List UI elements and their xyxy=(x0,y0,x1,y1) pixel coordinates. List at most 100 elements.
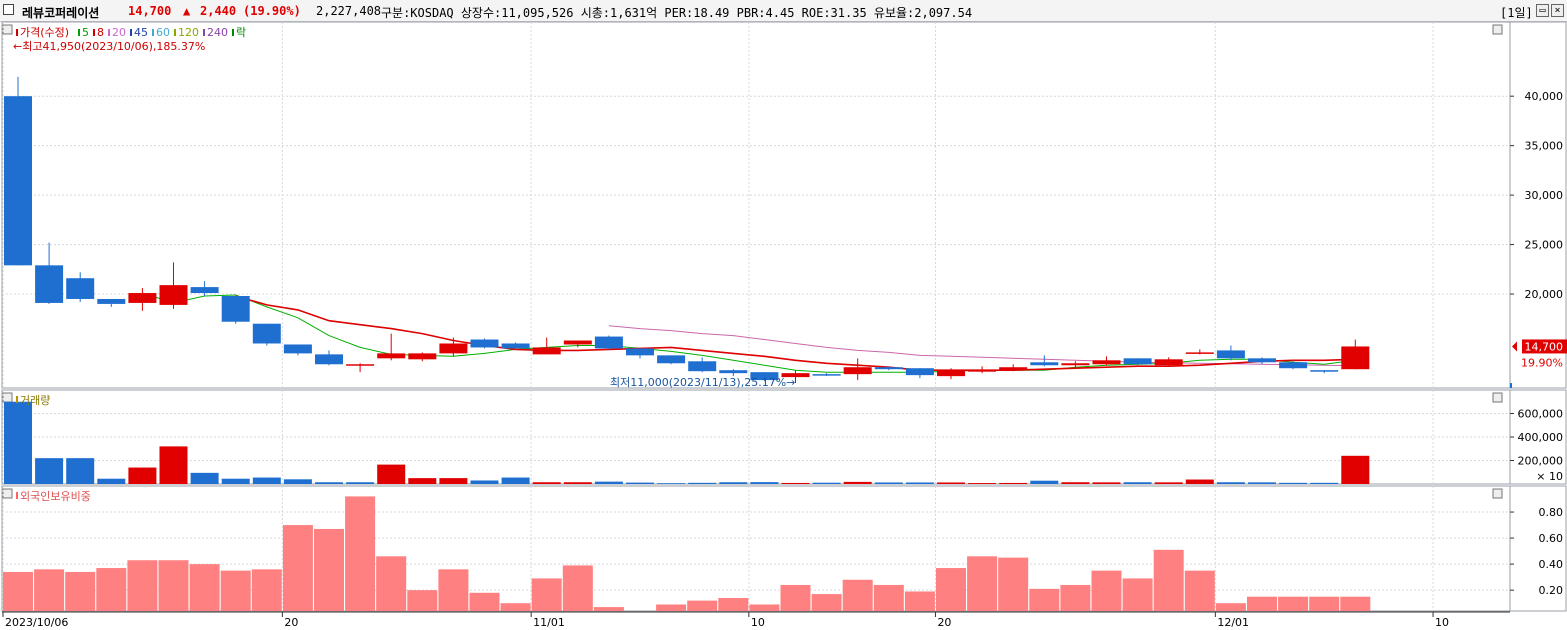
candle-body xyxy=(1154,359,1183,366)
x-axis: 2023/10/06 20 11/01 10 20 12/01 10 xyxy=(2,611,1510,629)
x-tick-label: 11/01 xyxy=(533,616,565,629)
volume-panel-menu-icon xyxy=(1492,392,1503,403)
foreign-y-tick-label: 0.40 xyxy=(1539,558,1564,571)
foreign-bar xyxy=(314,528,344,611)
candle xyxy=(626,348,654,359)
candle xyxy=(937,368,965,380)
price-panel-frame xyxy=(1,21,1511,389)
x-tick-label: 10 xyxy=(1435,616,1449,629)
legend-item: 20 xyxy=(112,26,126,39)
high-note: ←최고41,950(2023/10/06),185.37% xyxy=(13,40,205,53)
candle-body xyxy=(657,355,686,364)
volume-bar xyxy=(1216,482,1245,484)
candle xyxy=(1341,339,1370,370)
candle xyxy=(4,76,32,266)
candle xyxy=(408,352,437,362)
foreign-bar xyxy=(1029,588,1060,611)
foreign-bar xyxy=(780,584,811,611)
candle xyxy=(221,296,250,324)
volume-bar xyxy=(688,482,717,484)
legend-item: 8 xyxy=(97,26,104,39)
foreign-bar xyxy=(3,571,33,611)
maximize-button[interactable]: ▭ xyxy=(1536,4,1549,17)
candle-body xyxy=(346,364,375,366)
volume-bar xyxy=(221,478,250,484)
candle xyxy=(1092,356,1121,366)
foreign-bar xyxy=(531,578,562,611)
candle xyxy=(66,272,95,302)
foreign-bar xyxy=(158,560,189,611)
candle-body xyxy=(35,265,64,303)
candle xyxy=(1030,355,1059,367)
volume-bar xyxy=(470,480,499,484)
current-price-arrow-icon xyxy=(1512,341,1517,352)
foreign-bar xyxy=(96,568,127,611)
legend-item: 240 xyxy=(207,26,228,39)
ma5-line xyxy=(142,292,1356,373)
close-button[interactable]: × xyxy=(1551,4,1564,17)
legend-swatch xyxy=(93,29,95,36)
legend-item: 60 xyxy=(156,26,170,39)
candle-body xyxy=(688,361,717,372)
foreign-bar xyxy=(1215,603,1246,611)
candle-body xyxy=(470,339,499,348)
foreign-legend-swatch xyxy=(16,492,18,499)
candle-body xyxy=(905,368,934,376)
candle-body xyxy=(128,293,157,303)
foreign-y-tick-label: 0.20 xyxy=(1539,584,1564,597)
foreign-bar xyxy=(1060,584,1091,611)
volume-panel-axis-area xyxy=(1509,389,1567,485)
candle xyxy=(781,370,810,384)
x-tick-label: 20 xyxy=(937,616,951,629)
candle xyxy=(1123,358,1152,366)
volume-bar xyxy=(1185,479,1214,484)
price-y-tick-label: 20,000 xyxy=(1525,288,1564,301)
volume-bar xyxy=(35,458,64,484)
volume-bar xyxy=(97,478,126,484)
candle-body xyxy=(812,374,841,376)
candle xyxy=(750,372,779,382)
candle-body xyxy=(968,370,997,372)
candle-body xyxy=(315,354,343,365)
candle-body xyxy=(594,336,623,349)
volume-bar xyxy=(750,482,779,484)
volume-gridlines: 200,000 400,000 600,000 xyxy=(2,408,1563,468)
price-panel-axis-area xyxy=(1509,21,1567,389)
price-y-tick-label: 35,000 xyxy=(1525,140,1564,153)
foreign-gridlines: 0.20 0.40 0.60 0.80 xyxy=(2,506,1563,597)
foreign-bar xyxy=(593,607,624,611)
current-price-label: 14,700 xyxy=(1525,340,1564,353)
candle-body xyxy=(719,370,748,374)
candle xyxy=(97,298,126,307)
volume-bar xyxy=(377,464,406,484)
foreign-bar xyxy=(936,568,966,611)
volume-bar xyxy=(159,446,188,484)
candle xyxy=(968,366,997,374)
volume-bar xyxy=(905,482,934,484)
x-tick-label: 20 xyxy=(284,616,298,629)
volume-bar xyxy=(439,478,468,484)
period-label[interactable]: [1일] xyxy=(1500,6,1533,20)
low-note: 최저11,000(2023/11/13),25.17%→ xyxy=(610,376,795,389)
candle-body xyxy=(252,323,281,344)
volume-bar xyxy=(532,482,561,484)
volume-bar xyxy=(719,482,748,484)
candle-body xyxy=(408,353,437,360)
price-panel-menu-icon xyxy=(1492,24,1503,35)
candle xyxy=(719,369,748,377)
candle-body xyxy=(377,353,406,359)
volume-bar xyxy=(626,482,654,484)
foreign-bar xyxy=(376,556,407,611)
volume-bar xyxy=(315,482,343,484)
volume-bar xyxy=(1154,482,1183,484)
foreign-y-tick-label: 0.80 xyxy=(1539,506,1564,519)
price-y-tick-label: 40,000 xyxy=(1525,90,1564,103)
current-price-pct: 19.90% xyxy=(1521,356,1563,369)
select-checkbox[interactable] xyxy=(3,4,14,15)
volume-bar xyxy=(1092,482,1121,484)
price-y-tick-label: 30,000 xyxy=(1525,189,1564,202)
candle xyxy=(1061,361,1090,368)
candle-body xyxy=(750,372,779,381)
volume-bar xyxy=(1310,482,1339,484)
